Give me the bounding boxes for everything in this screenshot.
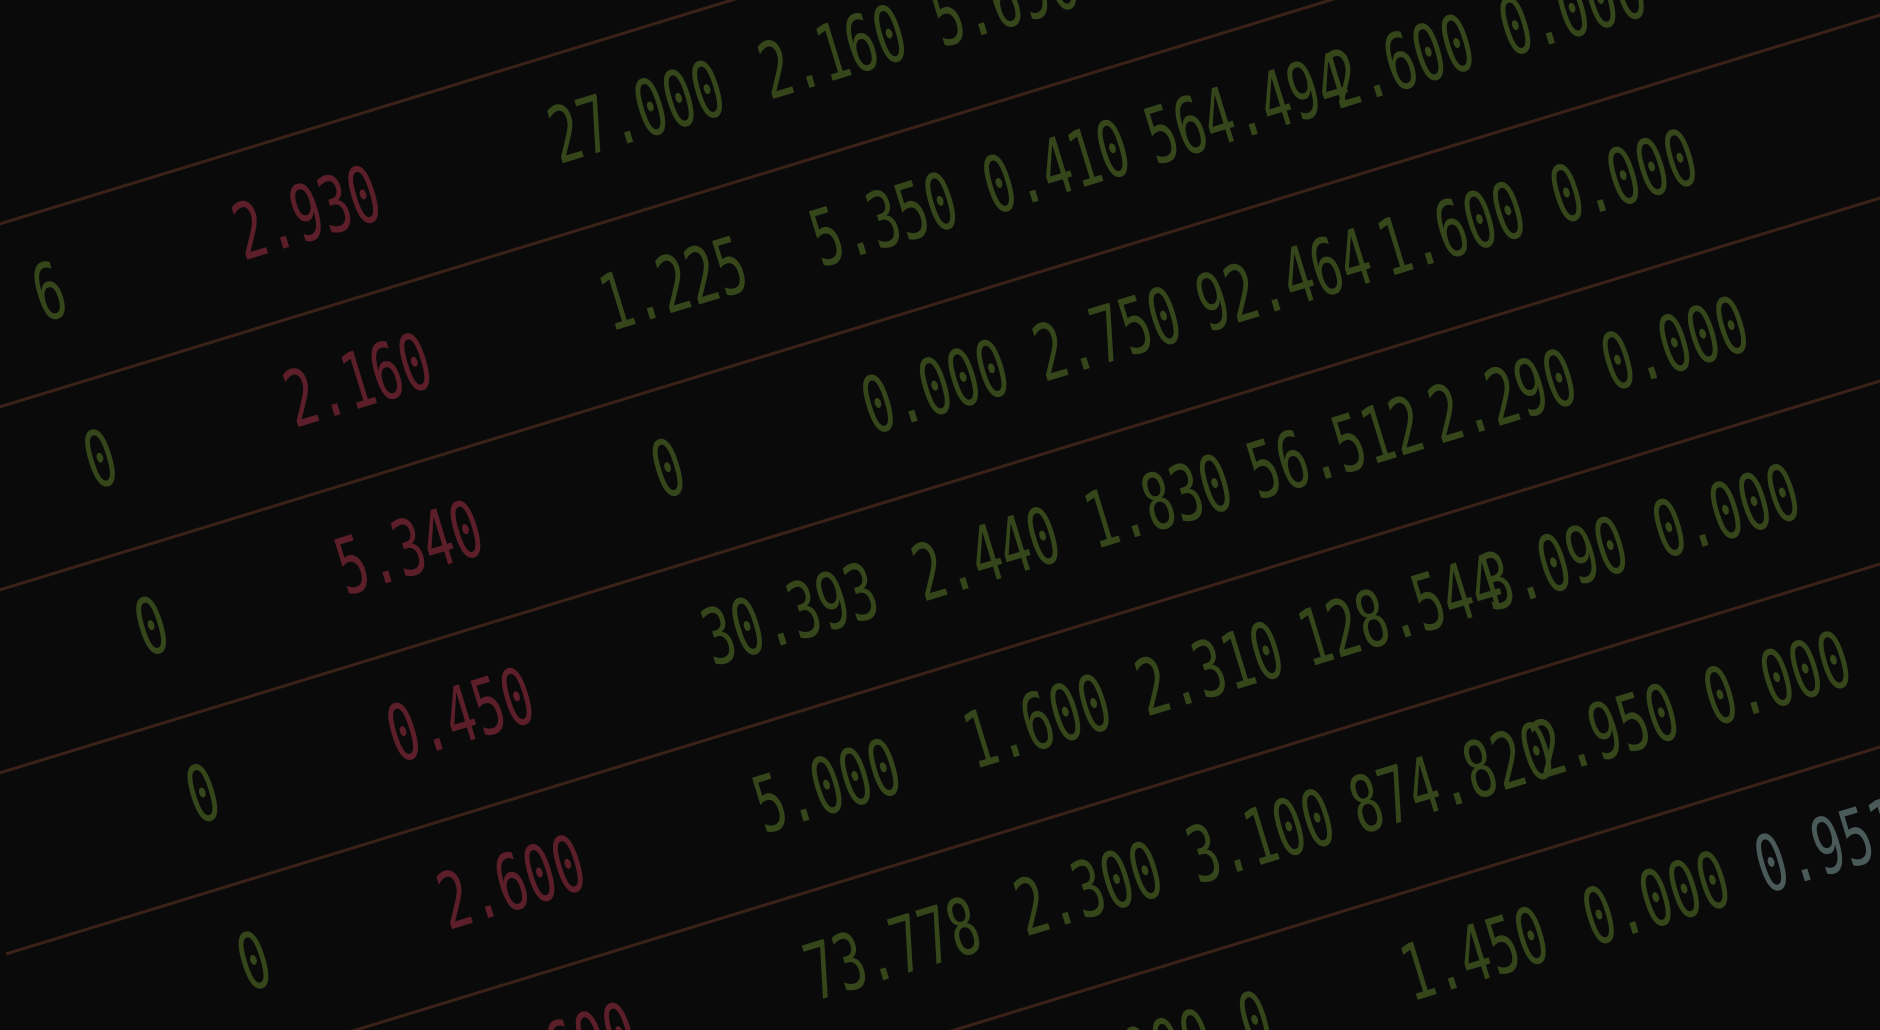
row-divider <box>0 0 1880 454</box>
row-divider <box>0 0 1880 621</box>
row-divider <box>0 25 1880 789</box>
row-divider <box>56 359 1880 1030</box>
row-divider <box>0 0 1880 287</box>
row-divider <box>5 192 1880 956</box>
row-divider <box>107 527 1880 1030</box>
